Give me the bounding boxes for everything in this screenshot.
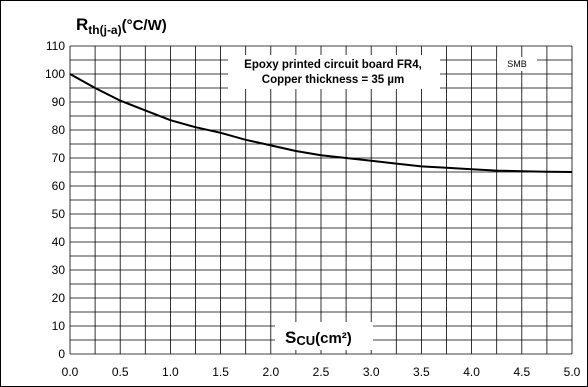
- y-tick-label: 30: [52, 263, 66, 277]
- x-axis-label: SCU(cm²): [285, 328, 352, 348]
- x-tick-label: 4.5: [513, 365, 530, 379]
- y-axis-label: Rth(j-a)(°C/W): [76, 15, 167, 37]
- package-tag-box: [497, 57, 537, 71]
- y-tick-label: 80: [52, 123, 66, 137]
- x-tick-label: 1.5: [212, 365, 229, 379]
- x-axis-label-main: S: [285, 328, 296, 347]
- y-axis-label-sub: th(j-a): [88, 23, 121, 37]
- y-tick-label: 50: [52, 207, 66, 221]
- x-tick-label: 2.5: [313, 365, 330, 379]
- y-tick-label: 70: [52, 151, 66, 165]
- y-axis-label-unit: (°C/W): [122, 17, 167, 34]
- package-tag: SMB: [507, 59, 527, 69]
- y-tick-label: 20: [52, 291, 66, 305]
- annotation-box: [228, 55, 440, 89]
- y-tick-label: 60: [52, 179, 66, 193]
- x-tick-label: 1.0: [162, 365, 179, 379]
- x-tick-label: 0.5: [112, 365, 129, 379]
- x-tick-label: 0.0: [62, 365, 79, 379]
- annotation-line-1: Epoxy printed circuit board FR4,: [244, 59, 422, 71]
- x-tick-label: 5.0: [564, 365, 581, 379]
- x-axis-label-unit: (cm²): [315, 330, 352, 347]
- y-tick-label: 110: [46, 39, 65, 53]
- x-axis-label-box: [275, 322, 373, 350]
- y-tick-label: 90: [52, 95, 66, 109]
- x-tick-label: 2.0: [262, 365, 279, 379]
- y-tick-label: 0: [58, 347, 65, 361]
- x-axis-ticks: 0.0 0.5 1.0 1.5 2.0 2.5 3.0 3.5 4.0 4.5 5.0: [62, 365, 581, 379]
- y-tick-label: 100: [45, 67, 65, 81]
- x-tick-label: 3.0: [363, 365, 380, 379]
- grid: [69, 45, 573, 355]
- y-axis-ticks: 0 10 20 30 40 50 60 70 80 90 100 110: [45, 39, 65, 361]
- x-tick-label: 3.5: [413, 365, 430, 379]
- x-tick-label: 4.0: [463, 365, 480, 379]
- rth-series-line: [69, 73, 573, 173]
- y-tick-label: 40: [52, 235, 66, 249]
- x-axis-label-sub: CU: [296, 333, 315, 348]
- y-axis-label-main: R: [76, 15, 88, 34]
- y-tick-label: 10: [52, 319, 66, 333]
- annotation-line-2: Copper thickness = 35 µm: [262, 74, 404, 86]
